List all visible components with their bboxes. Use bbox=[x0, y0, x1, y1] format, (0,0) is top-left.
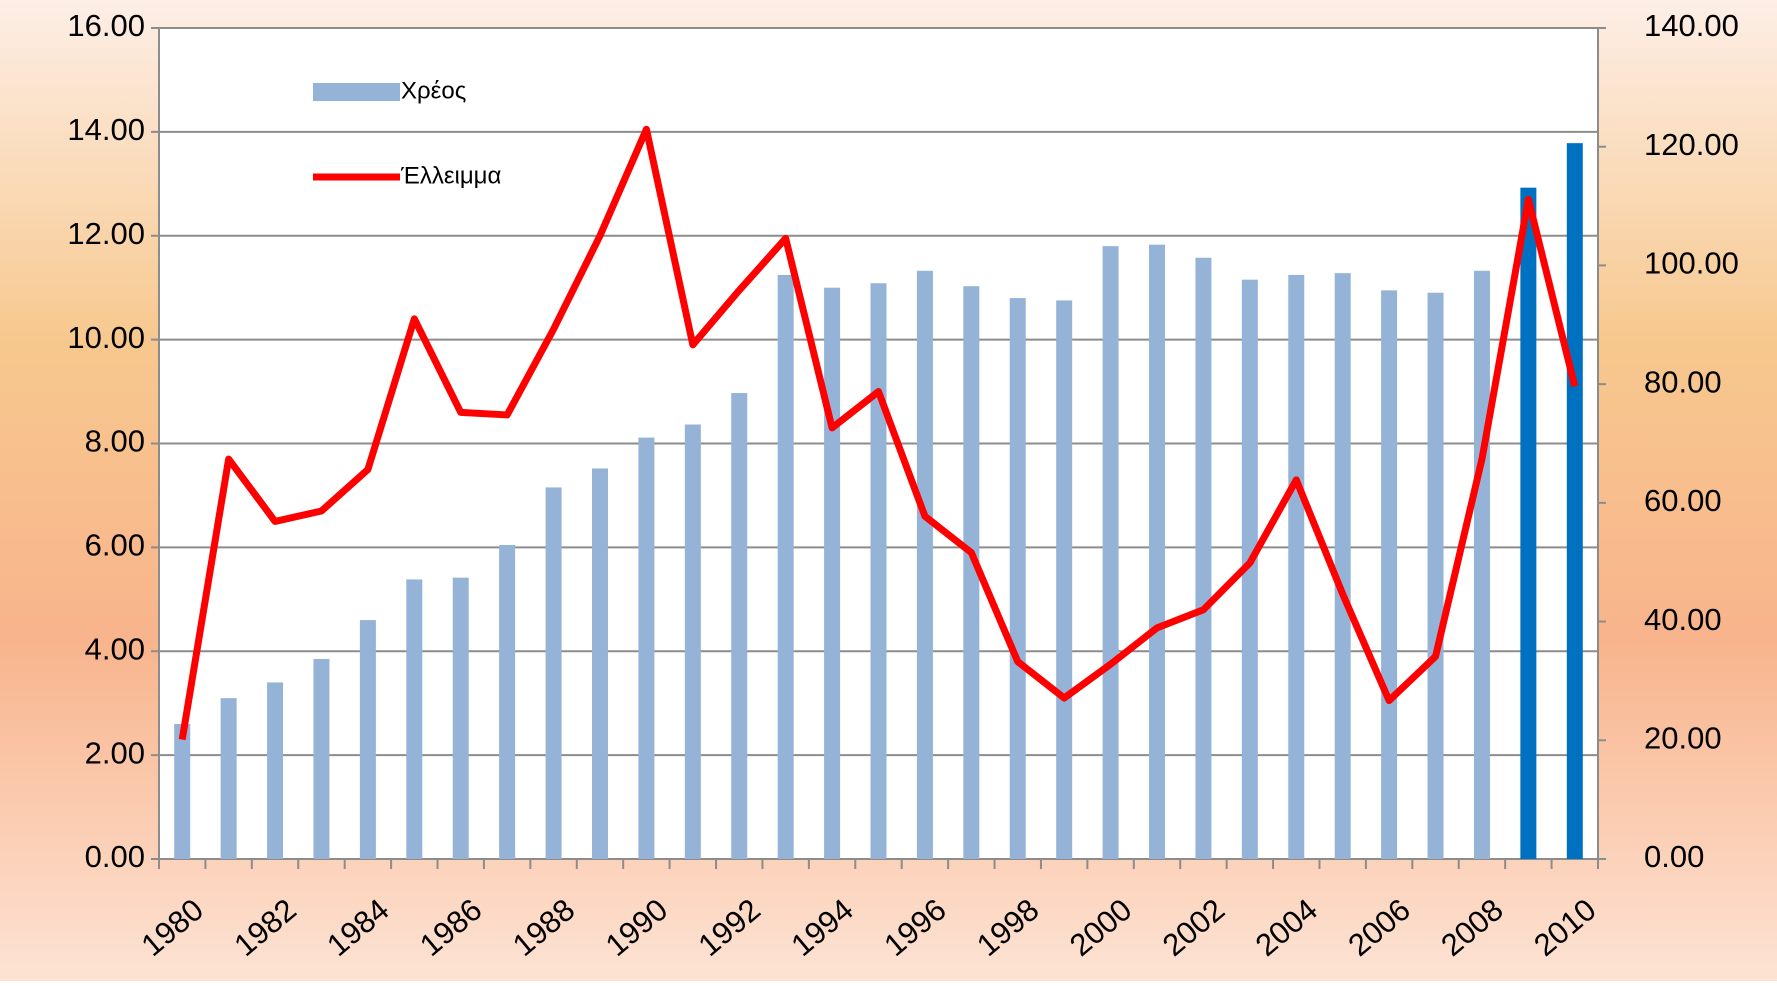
y-tick-label: 14.00 bbox=[67, 112, 145, 147]
bar bbox=[777, 274, 794, 859]
y-tick-label: 16.00 bbox=[67, 8, 145, 43]
bar bbox=[267, 682, 284, 859]
y2-tick-label: 60.00 bbox=[1644, 483, 1722, 518]
y2-tick-label: 40.00 bbox=[1644, 602, 1722, 637]
y-tick-label: 4.00 bbox=[85, 631, 145, 666]
y2-tick-label: 100.00 bbox=[1644, 246, 1739, 281]
legend-swatch bbox=[313, 83, 400, 101]
y2-tick-label: 20.00 bbox=[1644, 720, 1722, 755]
bar bbox=[1427, 292, 1444, 859]
y2-tick-label: 0.00 bbox=[1644, 839, 1704, 874]
bar bbox=[220, 698, 237, 859]
legend-label: Έλλειμμα bbox=[400, 162, 502, 189]
bar bbox=[1381, 290, 1398, 859]
y2-tick-label: 140.00 bbox=[1644, 8, 1739, 43]
y-tick-label: 8.00 bbox=[85, 424, 145, 459]
y-tick-label: 2.00 bbox=[85, 735, 145, 770]
bar bbox=[1334, 273, 1351, 859]
bar bbox=[1009, 298, 1026, 859]
bar bbox=[731, 393, 748, 859]
y-tick-label: 6.00 bbox=[85, 528, 145, 563]
bar bbox=[591, 468, 608, 859]
bar bbox=[359, 620, 376, 859]
bar bbox=[638, 437, 655, 859]
bar bbox=[963, 286, 980, 859]
bar bbox=[1056, 300, 1073, 859]
y2-tick-label: 80.00 bbox=[1644, 364, 1722, 399]
bar bbox=[452, 577, 469, 859]
bar bbox=[1288, 274, 1305, 859]
bar bbox=[1241, 279, 1258, 859]
bar bbox=[1102, 246, 1119, 859]
bar bbox=[1520, 187, 1537, 859]
line bbox=[178, 125, 1579, 741]
bar bbox=[824, 287, 841, 859]
bar bbox=[684, 424, 701, 859]
bar bbox=[174, 723, 191, 859]
bar bbox=[545, 487, 562, 859]
bar bbox=[499, 545, 516, 859]
legend-label: Χρέος bbox=[401, 77, 466, 104]
y-tick-label: 12.00 bbox=[67, 216, 145, 251]
bar bbox=[313, 658, 330, 859]
bar bbox=[916, 270, 933, 859]
y2-tick-label: 120.00 bbox=[1644, 127, 1739, 162]
y-tick-label: 0.00 bbox=[85, 839, 145, 874]
bar bbox=[1566, 143, 1583, 860]
y-tick-label: 10.00 bbox=[67, 320, 145, 355]
bar bbox=[1149, 244, 1166, 859]
bar bbox=[406, 579, 423, 859]
bar bbox=[870, 283, 887, 859]
bar bbox=[1473, 270, 1490, 859]
bar bbox=[1195, 257, 1212, 859]
